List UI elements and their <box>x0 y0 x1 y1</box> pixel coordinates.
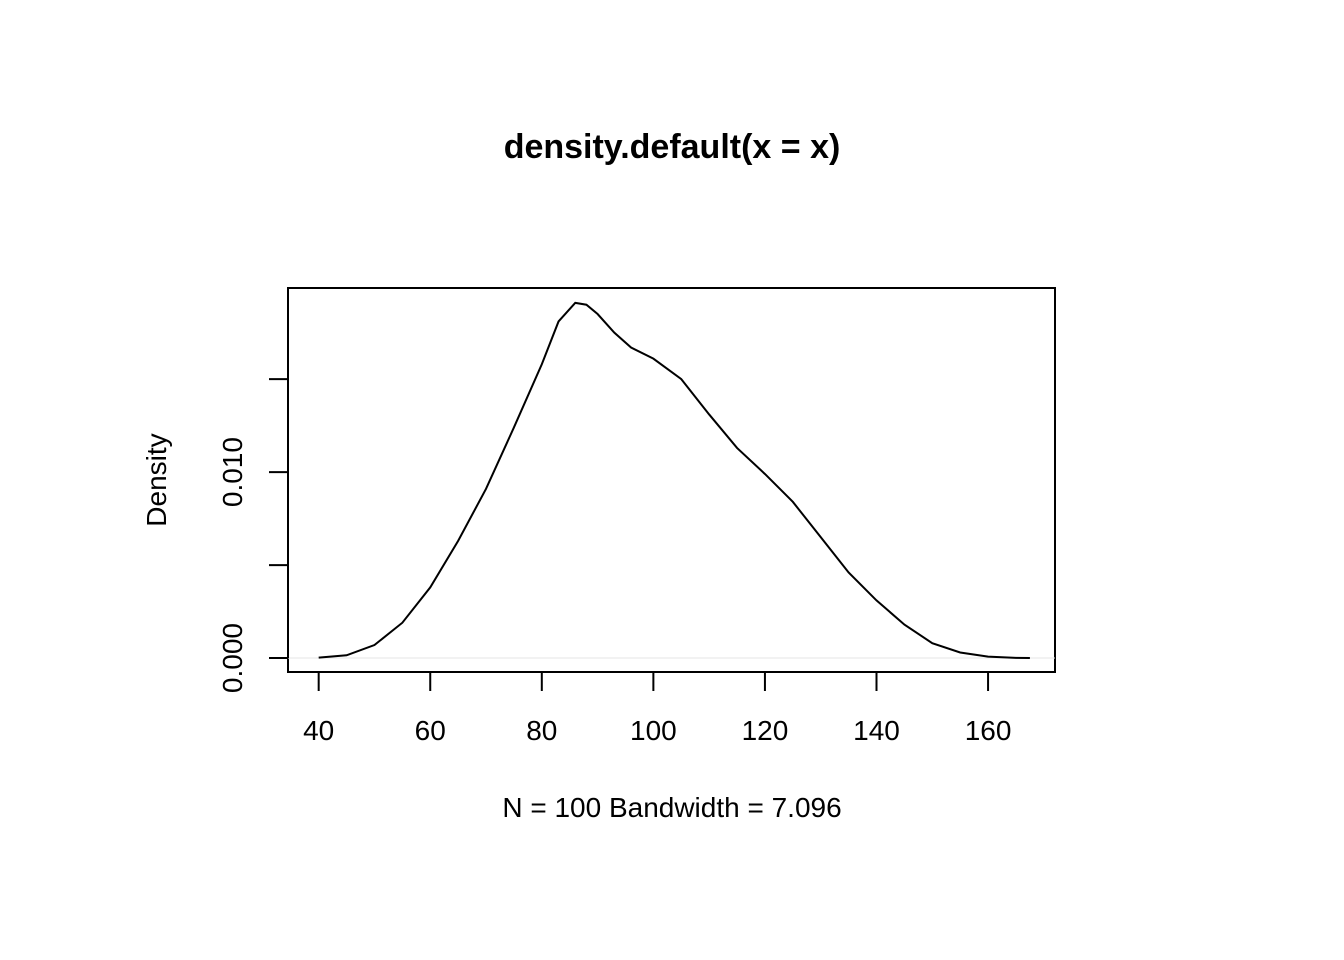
plot-frame <box>287 287 1056 673</box>
y-axis-label: Density <box>141 433 172 526</box>
x-tick-label: 80 <box>526 715 557 746</box>
x-tick-label: 160 <box>965 715 1012 746</box>
density-curve <box>318 301 1030 660</box>
y-tick-label: 0.000 <box>217 623 248 693</box>
x-tick-label: 40 <box>303 715 334 746</box>
chart-title: density.default(x = x) <box>504 128 841 166</box>
y-axis: 0.000 0.010 <box>217 378 289 693</box>
x-tick-label: 120 <box>742 715 789 746</box>
x-tick-label: 100 <box>630 715 677 746</box>
y-tick-label: 0.010 <box>217 437 248 507</box>
x-tick-label: 60 <box>415 715 446 746</box>
x-axis: 40 60 80 100 120 140 160 <box>303 671 1012 746</box>
x-tick-label: 140 <box>853 715 900 746</box>
x-axis-label: N = 100 Bandwidth = 7.096 <box>502 792 841 823</box>
